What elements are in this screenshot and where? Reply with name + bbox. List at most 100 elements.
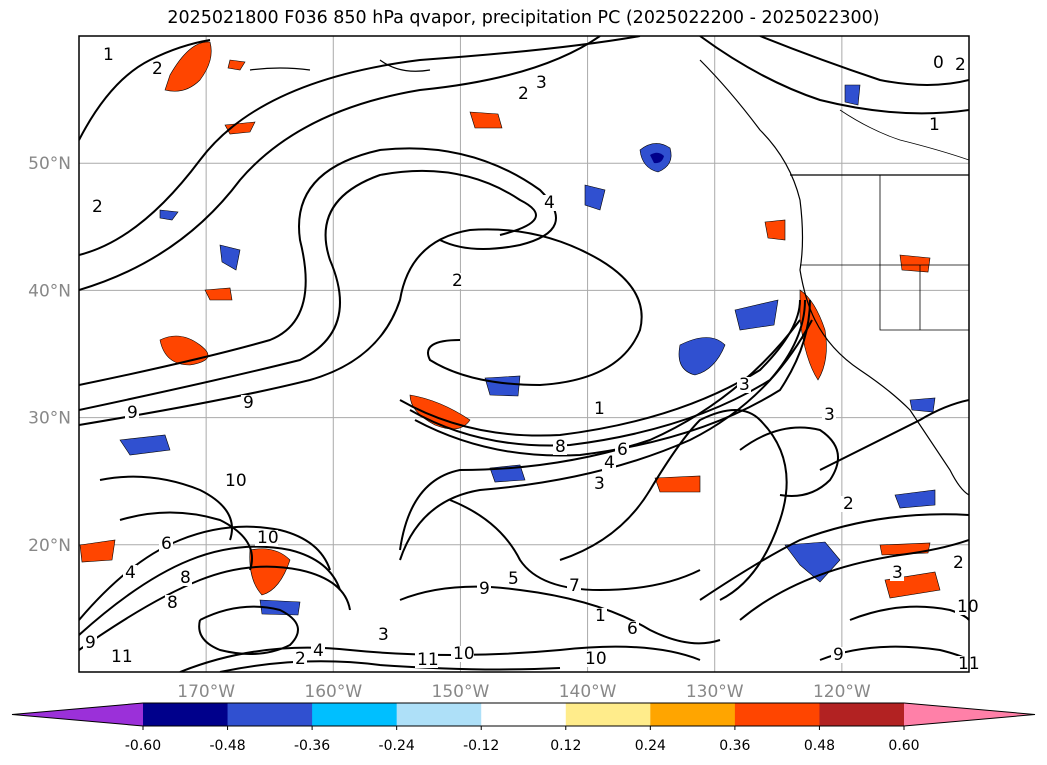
colorbar-segment (819, 703, 905, 726)
contour-label: 1 (103, 45, 114, 65)
precip-blob (799, 289, 827, 381)
precip-blob (484, 375, 521, 397)
contour-label-bg (125, 405, 139, 421)
contour-label: 2 (843, 494, 854, 514)
contour-label-bg (293, 651, 307, 667)
contour-label-bg (890, 565, 904, 581)
contour-label: 4 (125, 563, 136, 583)
contour-label: 2 (955, 55, 966, 75)
contour-label: 10 (453, 644, 475, 664)
colorbar-tick-label: 0.48 (804, 738, 835, 754)
map-frame (78, 35, 970, 673)
colorbar-tick-label: -0.24 (379, 738, 415, 754)
contour-label: 3 (739, 375, 750, 395)
contour-label: 2 (452, 271, 463, 291)
contour-label-bg (931, 55, 945, 71)
precip-blob (764, 219, 786, 241)
precip-blob (678, 337, 726, 376)
contour-label-bg (90, 199, 104, 215)
contour-label-bg (542, 195, 556, 211)
contour-label-bg (83, 635, 97, 651)
contour-label: 9 (127, 403, 138, 423)
contour-label-bg (951, 555, 965, 571)
precip-blob (899, 254, 931, 273)
contour-label-bg (953, 57, 967, 73)
precip-blob (227, 59, 246, 71)
colorbar-tick-label: 0.24 (635, 738, 666, 754)
colorbar-tick-labels: -0.60 -0.48 -0.36 -0.24 -0.12 0.12 0.24 0.36 0.4… (125, 726, 920, 754)
contour-label: 3 (824, 405, 835, 425)
contour-label: 9 (85, 633, 96, 653)
contour-label-bg (927, 117, 941, 133)
colorbar-segment (734, 703, 820, 726)
contour-label-bg (109, 649, 132, 665)
colorbar-tick-label: -0.60 (125, 738, 161, 754)
contour-label: 2 (92, 197, 103, 217)
contour-label-bg (592, 401, 606, 417)
precipitation-shading (79, 41, 941, 616)
contour-label: 0 (933, 53, 944, 73)
contour-label-bg (311, 643, 325, 659)
contour-label-bg (101, 47, 115, 63)
contour-label-bg (506, 571, 520, 587)
contour-label-bg (737, 377, 751, 393)
contour-label: 2 (152, 59, 163, 79)
contour-label: 4 (544, 193, 555, 213)
colorbar-segment (312, 703, 398, 726)
lon-tick-label: 160°W (304, 682, 362, 702)
precip-blob (639, 143, 672, 173)
colorbar (11, 702, 1036, 727)
contour-label-bg (553, 439, 567, 455)
precip-blob (844, 84, 861, 106)
contour-label-bg (178, 570, 192, 586)
contour-label-bg (415, 652, 438, 668)
contour-label-bg (477, 581, 491, 597)
lat-tick-label: 40°N (28, 281, 71, 301)
colorbar-tick-label: 0.12 (550, 738, 581, 754)
contour-label: 9 (243, 393, 254, 413)
map-background (79, 36, 969, 672)
contour-label: 6 (161, 534, 172, 554)
precip-blob (164, 41, 212, 92)
precip-blob (584, 184, 606, 211)
contour-label: 2 (295, 649, 306, 669)
contour-label: 2 (953, 553, 964, 573)
contour-label: 10 (585, 649, 607, 669)
contour-label-bg (831, 647, 845, 663)
contour-label: 10 (957, 597, 979, 617)
contour-label: 5 (508, 569, 519, 589)
lat-tick-label: 20°N (28, 536, 71, 556)
contour-label: 1 (595, 606, 606, 626)
contour-label: 10 (257, 528, 279, 548)
precip-blob (259, 599, 301, 616)
contour-label-bg (451, 646, 474, 662)
colorbar-segment (565, 703, 651, 726)
contour-label: 11 (111, 647, 133, 667)
lon-tick-label: 150°W (432, 682, 490, 702)
precip-blob (219, 244, 241, 271)
colorbar-tick-label: 0.36 (719, 738, 750, 754)
contour-label: 8 (555, 437, 566, 457)
colorbar-segment (481, 703, 567, 726)
precip-blob (469, 111, 503, 129)
contour-label: 6 (627, 619, 638, 639)
contour-label-bg (592, 476, 606, 492)
contour-label-bg (516, 86, 530, 102)
precip-blob (734, 299, 779, 331)
contour-label-bg (615, 442, 629, 458)
contour-label-bg (241, 395, 255, 411)
contour-label-bg (450, 273, 464, 289)
contour-label: 9 (833, 645, 844, 665)
contour-label: 4 (604, 453, 615, 473)
contour-label-bg (534, 75, 548, 91)
latitude-labels: 50°N 40°N 30°N 20°N (28, 154, 71, 556)
precip-blob (879, 542, 931, 556)
precip-blob (409, 394, 471, 430)
lat-tick-label: 50°N (28, 154, 71, 174)
precip-blob (79, 539, 116, 563)
contour-label: 3 (892, 563, 903, 583)
contour-label-bg (159, 536, 173, 552)
contour-label: 11 (417, 650, 439, 670)
precip-blob (654, 475, 701, 493)
contour-label-bg (376, 627, 390, 643)
